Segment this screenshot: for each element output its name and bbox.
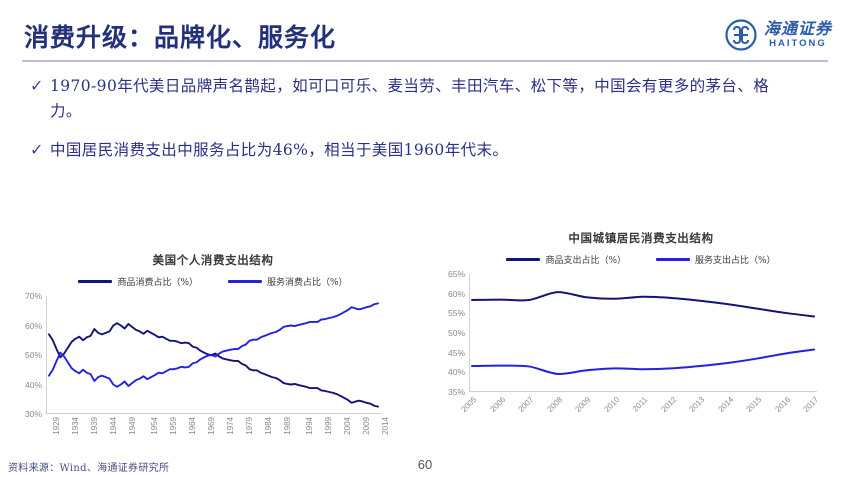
y-axis-tick-label: 35%	[447, 387, 465, 397]
bullet-text: 中国居民消费支出中服务占比为46%，相当于美国1960年代末。	[50, 141, 509, 160]
x-axis-tick-label: 1929	[52, 417, 61, 435]
logo-english-name: HAITONG	[769, 38, 827, 50]
legend-item: 服务支出占比（%）	[656, 253, 776, 266]
x-axis-tick-label: 1974	[225, 417, 235, 435]
x-axis-tick-label: 2014	[715, 395, 735, 414]
x-axis-tick-label: 2007	[516, 395, 536, 414]
slide-header: 消费升级：品牌化、服务化 海通证券 HAITONG	[0, 0, 850, 64]
x-axis-tick-label: 2011	[630, 395, 650, 414]
x-axis-tick-label: 1979	[244, 417, 254, 435]
y-axis-tick-label: 40%	[24, 379, 42, 390]
chart-plot-area: 35% 40% 45% 50% 55% 60% 65% 2005 2006 2007 2008 200…	[448, 269, 820, 414]
x-axis-tick-label: 1934	[70, 417, 80, 435]
legend-label: 商品消费占比（%）	[117, 278, 198, 288]
check-icon: ✓	[30, 140, 44, 160]
x-axis-tick-label: 1964	[188, 417, 198, 435]
x-axis-tick-label: 2008	[544, 395, 564, 414]
legend-label: 服务支出占比（%）	[695, 256, 776, 266]
y-axis-tick-label: 70%	[24, 291, 42, 301]
x-axis-tick-label: 2004	[343, 417, 353, 435]
x-axis-tick-label: 2013	[687, 395, 707, 414]
chart-legend: 商品消费占比（%） 服务消费占比（%）	[8, 275, 418, 288]
chart-us-pce: 美国个人消费支出结构 商品消费占比（%） 服务消费占比（%） 30% 40% 50%…	[8, 252, 418, 457]
bullet-list: ✓ 1970-90年代美日品牌声名鹊起，如可口可乐、麦当劳、丰田汽车、松下等，中…	[30, 74, 820, 177]
legend-label: 商品支出占比（%）	[545, 256, 626, 266]
chart-china-urban: 中国城镇居民消费支出结构 商品支出占比（%） 服务支出占比（%） 35% 40% 4…	[435, 230, 847, 455]
chart-plot-area: 30% 40% 50% 60% 70% 1929 1934 1939 1944 1949 1954 1…	[25, 291, 390, 435]
y-axis-tick-label: 50%	[24, 350, 42, 360]
x-axis-tick-label: 1984	[263, 417, 273, 435]
series-line-services	[471, 348, 815, 375]
x-axis-tick-label: 1989	[282, 417, 292, 435]
x-axis-tick-label: 2009	[573, 395, 593, 414]
legend-swatch-goods	[506, 258, 541, 261]
legend-swatch-goods	[78, 280, 113, 283]
bullet-text: 1970-90年代美日品牌声名鹊起，如可口可乐、麦当劳、丰田汽车、松下等，中国会…	[50, 77, 770, 121]
x-axis-tick-label: 2015	[744, 395, 764, 414]
x-axis-tick-label: 1999	[324, 417, 334, 435]
haitong-emblem-icon	[725, 19, 757, 51]
page-number: 60	[417, 457, 433, 472]
y-axis-tick-label: 40%	[447, 367, 465, 378]
legend-label: 服务消费占比（%）	[267, 278, 348, 288]
legend-item: 商品消费占比（%）	[78, 275, 198, 288]
chart-title: 中国城镇居民消费支出结构	[568, 231, 714, 245]
logo-wordmark: 海通证券 HAITONG	[764, 21, 832, 49]
x-axis-tick-label: 1954	[150, 417, 160, 435]
x-axis-tick-label: 2012	[658, 395, 678, 414]
title-divider	[22, 60, 828, 62]
legend-swatch-services	[228, 280, 262, 283]
x-axis-tick-label: 2014	[381, 417, 390, 435]
series-line-goods	[48, 322, 379, 408]
x-axis-tick-label: 1969	[207, 417, 217, 435]
check-icon: ✓	[30, 76, 44, 95]
x-axis-tick-label: 1939	[89, 417, 99, 435]
haitong-logo: 海通证券 HAITONG	[725, 19, 832, 51]
chart-legend: 商品支出占比（%） 服务支出占比（%）	[435, 253, 847, 266]
legend-swatch-services	[656, 258, 690, 261]
x-axis-tick-label: 2010	[601, 395, 621, 414]
page-title: 消费升级：品牌化、服务化	[24, 23, 337, 52]
x-axis-tick-label: 1944	[108, 417, 118, 435]
x-axis-tick-label: 2016	[772, 395, 792, 414]
y-axis-tick-label: 65%	[447, 269, 465, 279]
x-axis-tick-label: 2005	[459, 395, 479, 414]
logo-chinese-name: 海通证券	[763, 19, 832, 39]
chart-svg	[46, 296, 381, 414]
x-axis-tick-label: 2017	[801, 395, 821, 414]
list-item: ✓ 1970-90年代美日品牌声名鹊起，如可口可乐、麦当劳、丰田汽车、松下等，中…	[30, 74, 820, 124]
x-axis-tick-label: 2009	[362, 417, 372, 435]
y-axis-tick-label: 45%	[447, 347, 465, 358]
x-axis-tick-label: 1949	[127, 417, 137, 435]
y-axis-tick-label: 60%	[24, 320, 42, 331]
y-axis-tick-label: 55%	[447, 308, 465, 319]
source-note: 资料来源：Wind、海通证券研究所	[8, 463, 170, 474]
legend-item: 服务消费占比（%）	[228, 275, 348, 288]
series-line-services	[48, 302, 379, 388]
y-axis-tick-label: 60%	[447, 288, 465, 299]
y-axis-tick-label: 30%	[24, 409, 42, 419]
x-axis-tick-label: 1959	[169, 417, 179, 435]
legend-item: 商品支出占比（%）	[506, 253, 626, 266]
x-axis-tick-label: 1994	[305, 417, 315, 435]
x-axis-tick-label: 2006	[487, 395, 507, 414]
chart-svg	[469, 274, 817, 392]
series-line-goods	[471, 291, 815, 318]
chart-title: 美国个人消费支出结构	[152, 253, 274, 267]
list-item: ✓ 中国居民消费支出中服务占比为46%，相当于美国1960年代末。	[30, 138, 820, 163]
y-axis-tick-label: 50%	[447, 328, 465, 338]
